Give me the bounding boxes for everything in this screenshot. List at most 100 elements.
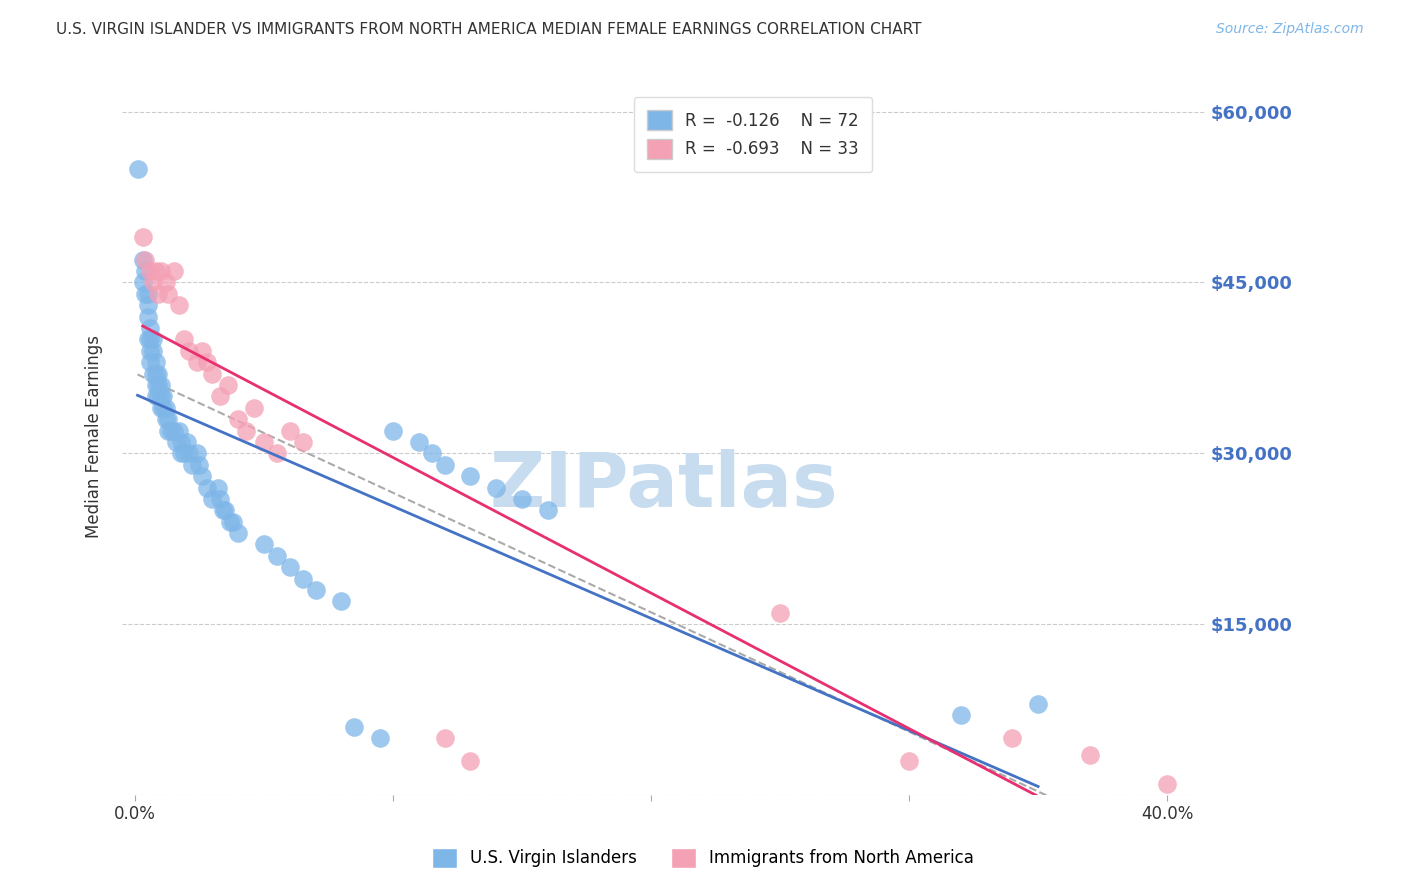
Point: [136, 333, 159, 347]
Point: [433, 458, 456, 472]
Point: [149, 401, 172, 415]
Point: [145, 389, 167, 403]
Point: [167, 424, 190, 438]
Point: [136, 298, 159, 312]
Point: [152, 401, 174, 415]
Y-axis label: Median Female Earnings: Median Female Earnings: [86, 334, 103, 538]
Point: [1001, 731, 1024, 745]
Text: U.S. VIRGIN ISLANDER VS IMMIGRANTS FROM NORTH AMERICA MEDIAN FEMALE EARNINGS COR: U.S. VIRGIN ISLANDER VS IMMIGRANTS FROM …: [56, 22, 922, 37]
Point: [186, 355, 208, 369]
Point: [949, 708, 972, 723]
Point: [134, 252, 156, 267]
Point: [152, 389, 174, 403]
Point: [382, 424, 405, 438]
Point: [179, 446, 201, 460]
Point: [173, 333, 195, 347]
Point: [145, 264, 167, 278]
Point: [420, 446, 443, 460]
Point: [157, 424, 180, 438]
Point: [131, 252, 153, 267]
Legend: R =  -0.126    N = 72, R =  -0.693    N = 33: R = -0.126 N = 72, R = -0.693 N = 33: [634, 96, 872, 172]
Point: [180, 458, 202, 472]
Point: [142, 343, 165, 358]
Point: [157, 412, 180, 426]
Point: [253, 537, 276, 551]
Point: [136, 286, 159, 301]
Point: [195, 355, 218, 369]
Point: [148, 367, 170, 381]
Point: [145, 378, 167, 392]
Point: [139, 333, 162, 347]
Point: [134, 286, 156, 301]
Point: [139, 321, 162, 335]
Point: [291, 572, 314, 586]
Point: [195, 481, 218, 495]
Point: [163, 264, 186, 278]
Point: [219, 515, 242, 529]
Point: [139, 355, 162, 369]
Point: [155, 276, 177, 290]
Point: [191, 469, 214, 483]
Point: [127, 161, 149, 176]
Point: [139, 264, 162, 278]
Point: [898, 754, 921, 768]
Point: [368, 731, 391, 745]
Text: ZIPatlas: ZIPatlas: [489, 450, 838, 524]
Point: [142, 276, 165, 290]
Point: [188, 458, 211, 472]
Point: [460, 754, 482, 768]
Point: [211, 503, 233, 517]
Point: [266, 549, 288, 563]
Point: [142, 333, 165, 347]
Point: [139, 343, 162, 358]
Point: [460, 469, 482, 483]
Point: [131, 230, 153, 244]
Point: [278, 560, 301, 574]
Point: [165, 434, 187, 449]
Point: [155, 401, 177, 415]
Point: [226, 526, 249, 541]
Point: [217, 378, 239, 392]
Point: [304, 582, 326, 597]
Point: [253, 434, 276, 449]
Point: [769, 606, 792, 620]
Point: [134, 264, 156, 278]
Point: [201, 491, 224, 506]
Point: [485, 481, 508, 495]
Point: [222, 515, 245, 529]
Point: [537, 503, 560, 517]
Point: [330, 594, 353, 608]
Point: [214, 503, 236, 517]
Point: [173, 446, 195, 460]
Point: [157, 286, 180, 301]
Point: [266, 446, 288, 460]
Point: [136, 310, 159, 324]
Point: [148, 378, 170, 392]
Point: [242, 401, 264, 415]
Point: [186, 446, 208, 460]
Point: [1026, 697, 1049, 711]
Point: [149, 264, 172, 278]
Point: [149, 378, 172, 392]
Point: [142, 367, 165, 381]
Point: [510, 491, 533, 506]
Point: [408, 434, 430, 449]
Point: [226, 412, 249, 426]
Point: [160, 424, 183, 438]
Point: [145, 367, 167, 381]
Point: [131, 276, 153, 290]
Point: [278, 424, 301, 438]
Point: [163, 424, 186, 438]
Point: [170, 434, 193, 449]
Point: [149, 389, 172, 403]
Point: [148, 389, 170, 403]
Point: [179, 343, 201, 358]
Point: [145, 355, 167, 369]
Point: [235, 424, 257, 438]
Point: [209, 491, 232, 506]
Point: [167, 298, 190, 312]
Point: [209, 389, 232, 403]
Text: Source: ZipAtlas.com: Source: ZipAtlas.com: [1216, 22, 1364, 37]
Legend: U.S. Virgin Islanders, Immigrants from North America: U.S. Virgin Islanders, Immigrants from N…: [426, 841, 980, 875]
Point: [170, 446, 193, 460]
